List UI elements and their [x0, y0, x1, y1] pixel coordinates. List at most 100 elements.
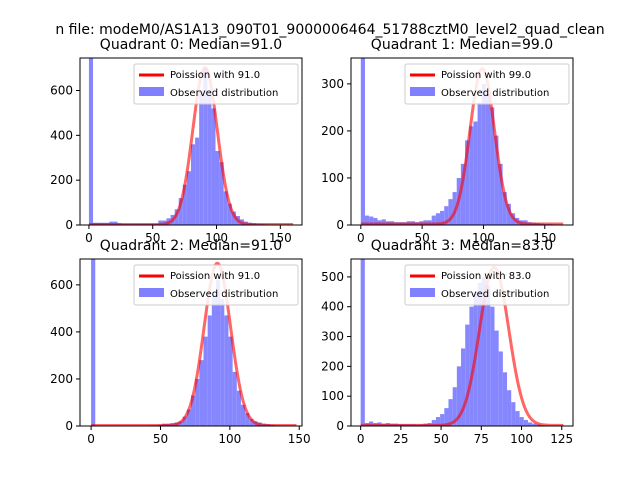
y-tick-label: 0 [336, 419, 344, 433]
hist-bar [207, 92, 212, 225]
hist-bar [182, 416, 187, 426]
legend-entry: Observed distribution [170, 88, 278, 99]
hist-bar [203, 336, 208, 426]
hist-bar [220, 298, 225, 426]
hist-bar [223, 191, 228, 225]
subplot-quadrant-3: Quadrant 3: Median=83.0 0 25 50 75 100 125 0 10… [321, 238, 574, 446]
hist-bar [211, 294, 216, 426]
y-tick-label: 100 [321, 171, 344, 185]
axes-frame [350, 258, 574, 427]
legend-swatch-bar [139, 87, 164, 96]
hist-bar [477, 102, 482, 225]
legend-box [404, 264, 570, 306]
y-tick-label: 200 [50, 173, 73, 187]
x-tick-label: 50 [145, 231, 160, 245]
y-tick-label: 200 [50, 372, 73, 386]
y-tick-label: 400 [321, 300, 344, 314]
legend-box [133, 63, 299, 105]
hist-bar [219, 162, 224, 225]
y-tick-label: 200 [321, 359, 344, 373]
hist-bar [469, 306, 474, 426]
hist-bar [444, 206, 449, 225]
x-tick-label: 50 [153, 432, 168, 446]
hist-bar [465, 140, 470, 225]
x-tick-label: 150 [269, 231, 292, 245]
hist-bar [236, 390, 241, 426]
hist-bar [203, 68, 208, 225]
legend-entry: Poission with 91.0 [170, 70, 260, 81]
x-tick-label: 150 [288, 432, 311, 446]
fit-line [360, 67, 564, 225]
x-tick-label: 125 [550, 432, 573, 446]
hist-bar [215, 151, 220, 225]
y-tick-label: 600 [50, 278, 73, 292]
legend-swatch-bar [139, 288, 164, 297]
legend-entry: Poission with 83.0 [441, 271, 531, 282]
hist-bar [88, 58, 94, 225]
x-tick-label: 25 [393, 432, 408, 446]
legend: Poission with 91.0 Observed distribution [133, 63, 299, 105]
hist-bar [523, 420, 528, 426]
hist-bar [91, 259, 96, 426]
hist-bar [249, 418, 254, 426]
hist-bar [435, 417, 441, 426]
hist-bar [240, 404, 246, 426]
x-tick-label: 0 [87, 432, 95, 446]
hist-bar [360, 58, 365, 225]
hist-bar [186, 171, 191, 225]
y-tick-label: 300 [321, 330, 344, 344]
axes-frame [350, 57, 574, 226]
hist-bar [477, 282, 482, 426]
hist-bar [498, 351, 503, 426]
hist-bar [527, 422, 533, 426]
hist-bar [435, 213, 441, 225]
axes-frame [79, 57, 303, 226]
subplot-title: Quadrant 3: Median=83.0 [371, 238, 553, 254]
legend-box [133, 264, 299, 306]
hist-bar [465, 324, 470, 426]
hist-bar [448, 399, 453, 426]
hist-bar [195, 378, 200, 426]
x-tick-label: 75 [474, 432, 489, 446]
hist-bar [199, 90, 204, 225]
hist-bar [227, 203, 232, 225]
legend-entry: Observed distribution [441, 88, 549, 99]
hist-bar [444, 408, 449, 426]
subplot-title: Quadrant 2: Median=91.0 [100, 238, 282, 254]
hist-bar [452, 387, 457, 426]
hist-bar [199, 360, 204, 426]
fit-line [360, 265, 564, 426]
y-tick-label: 0 [65, 218, 73, 232]
hist-bar [211, 108, 216, 225]
hist-bar [502, 372, 508, 426]
y-tick-label: 100 [321, 389, 344, 403]
legend-swatch-bar [410, 288, 435, 297]
hist-bar [456, 366, 462, 426]
y-tick-label: 400 [50, 128, 73, 142]
hist-bar [191, 395, 196, 426]
hist-bar [473, 121, 478, 225]
hist-bar [498, 163, 503, 225]
y-tick-label: 0 [65, 419, 73, 433]
hist-bar [431, 420, 436, 426]
hist-bar [231, 211, 236, 225]
y-tick-label: 500 [321, 270, 344, 284]
x-tick-label: 0 [357, 231, 365, 245]
legend-entry: Observed distribution [441, 289, 549, 300]
legend-entry: Observed distribution [170, 289, 278, 300]
y-tick-label: 600 [50, 84, 73, 98]
hist-bar [490, 306, 495, 426]
plot-area [360, 259, 564, 426]
hist-bar [191, 144, 196, 225]
subplot-quadrant-2: Quadrant 2: Median=91.0 0 50 100 150 0 200 400… [50, 238, 311, 446]
hist-bar [224, 315, 229, 426]
hist-bar [182, 184, 187, 225]
hist-bar [360, 259, 365, 426]
x-tick-label: 100 [510, 432, 533, 446]
hist-bar [485, 93, 491, 225]
figure-suptitle: n file: modeM0/AS1A13_090T01_9000006464_… [55, 22, 604, 38]
hist-bar [195, 137, 200, 225]
legend: Poission with 91.0 Observed distribution [133, 264, 299, 306]
hist-bar [461, 348, 466, 426]
legend-entry: Poission with 91.0 [170, 271, 260, 282]
